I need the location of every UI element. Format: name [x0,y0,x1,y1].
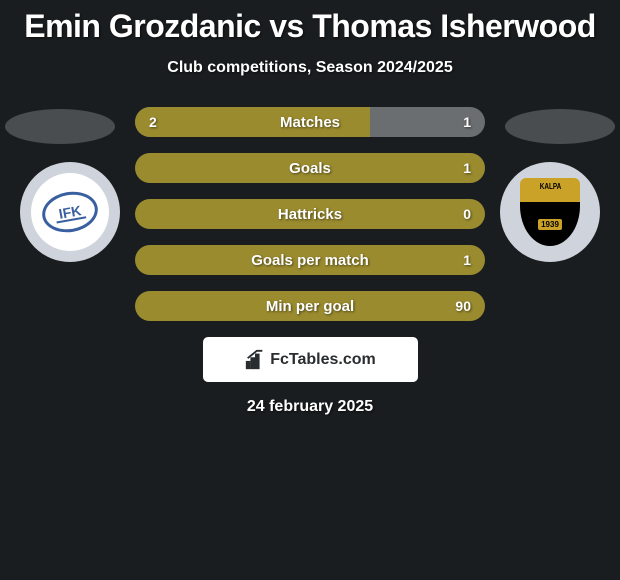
ifk-badge-inner: IFK [31,173,109,251]
ifk-logo: IFK [39,187,101,236]
page-title: Emin Grozdanic vs Thomas Isherwood [0,0,620,45]
stat-label: Matches [135,114,485,131]
stat-bars: 2Matches1Goals1Hattricks0Goals per match… [135,107,485,321]
brand-box: FcTables.com [203,337,418,382]
stat-label: Goals per match [135,252,485,269]
stat-row: Hattricks0 [135,199,485,229]
page-subtitle: Club competitions, Season 2024/2025 [0,59,620,77]
stat-label: Goals [135,160,485,177]
stat-row: Goals1 [135,153,485,183]
brand-text: FcTables.com [270,351,376,369]
stat-right-value: 1 [463,252,471,268]
chart-icon [244,349,266,371]
comparison-panel: IFK KALPA 1939 2Matches1Goals1Hattricks0… [0,107,620,416]
kalpa-year: 1939 [538,219,562,230]
stat-row: Min per goal90 [135,291,485,321]
right-shadow-oval [505,109,615,144]
ifk-logo-text: IFK [58,202,83,222]
stat-label: Hattricks [135,206,485,223]
stat-right-value: 1 [463,160,471,176]
stat-row: 2Matches1 [135,107,485,137]
footer-date: 24 february 2025 [0,398,620,416]
right-club-badge: KALPA 1939 [500,162,600,262]
stat-right-value: 0 [463,206,471,222]
stat-row: Goals per match1 [135,245,485,275]
left-shadow-oval [5,109,115,144]
stat-right-value: 1 [463,114,471,130]
kalpa-logo-text: KALPA [539,182,561,191]
stat-right-value: 90 [455,298,471,314]
stat-label: Min per goal [135,298,485,315]
kalpa-shield: KALPA 1939 [520,178,580,246]
left-club-badge: IFK [20,162,120,262]
